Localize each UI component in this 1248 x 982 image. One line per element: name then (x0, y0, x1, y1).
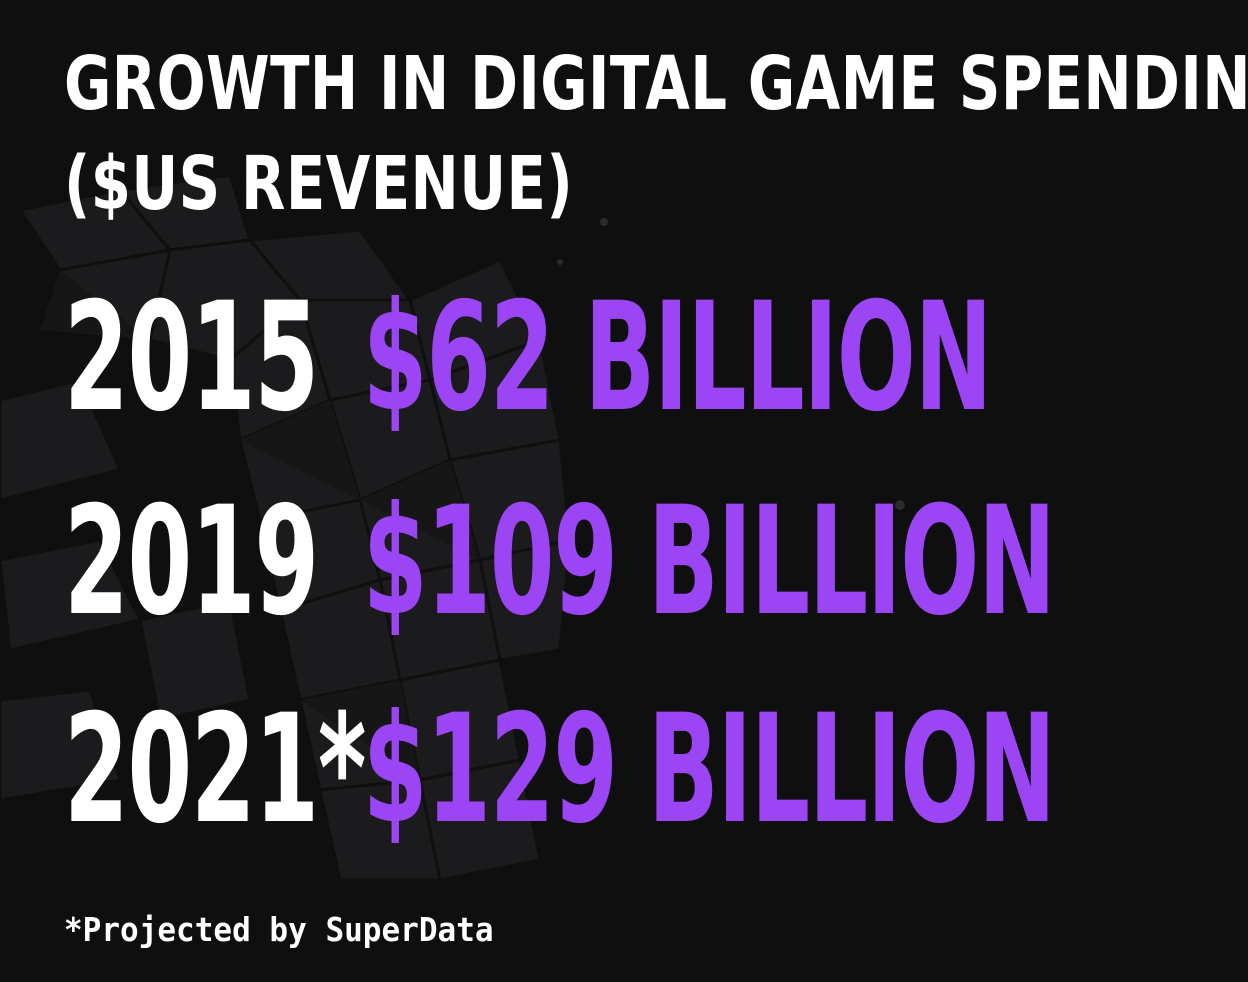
revenue-value: $129 BILLION (362, 683, 1056, 857)
year-label: 2021* (64, 683, 367, 857)
chart-title: GROWTH IN DIGITAL GAME SPENDING ($US REV… (64, 34, 1248, 234)
year-label: 2019 (64, 475, 319, 649)
stat-row-2015: 2015 $62 BILLION (64, 271, 993, 445)
revenue-value: $109 BILLION (362, 475, 1056, 649)
year-label: 2015 (64, 271, 319, 445)
source-footnote: *Projected by SuperData (64, 910, 494, 949)
revenue-value: $62 BILLION (362, 271, 993, 445)
stat-row-2021: 2021*$129 BILLION (64, 683, 1056, 857)
title-line-2: ($US REVENUE) (64, 141, 574, 227)
stat-row-2019: 2019 $109 BILLION (64, 475, 1056, 649)
title-line-1: GROWTH IN DIGITAL GAME SPENDING (64, 41, 1248, 127)
